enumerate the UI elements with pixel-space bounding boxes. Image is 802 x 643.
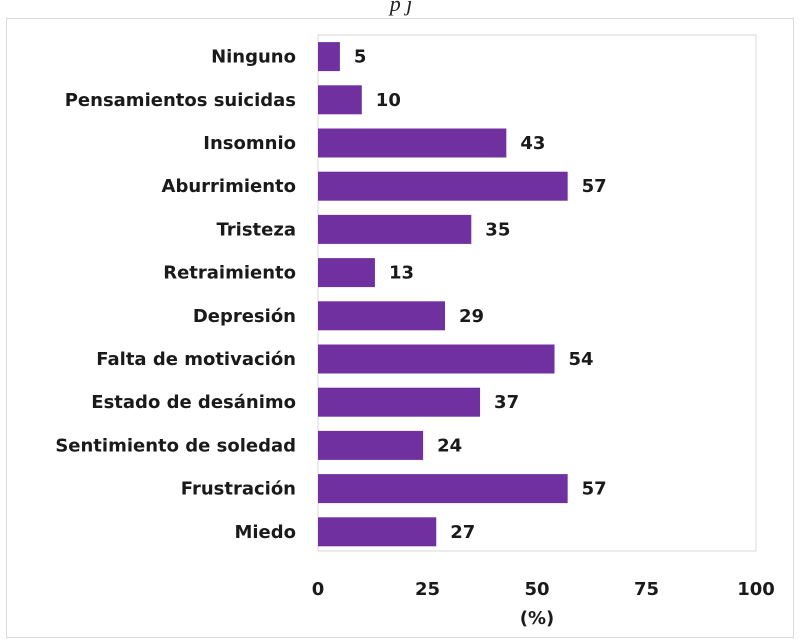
category-label: Pensamientos suicidas (65, 90, 296, 111)
value-label: 35 (485, 219, 510, 240)
category-label: Insomnio (203, 133, 296, 154)
bar (318, 128, 507, 158)
bar-chart: Ninguno Pensamientos suicidas Insomnio Abur… (55, 34, 775, 629)
category-label: Retraimiento (163, 263, 296, 284)
category-label: Falta de motivación (96, 349, 296, 370)
x-tick-label: 100 (737, 579, 775, 600)
bar (318, 171, 568, 201)
clipped-title: p j (389, 0, 413, 16)
category-label: Depresión (193, 306, 296, 327)
category-label: Ninguno (211, 47, 296, 68)
bar (318, 42, 340, 72)
value-label: 13 (389, 263, 414, 284)
chart-frame: Ninguno Pensamientos suicidas Insomnio Abur… (6, 18, 794, 638)
value-label: 57 (582, 176, 607, 197)
value-label: 43 (520, 133, 545, 154)
bar (318, 258, 375, 288)
bar (318, 344, 555, 374)
x-tick-label: 0 (312, 579, 325, 600)
x-tick-label: 75 (634, 579, 659, 600)
category-label: Tristeza (217, 219, 297, 240)
bar (318, 85, 362, 115)
bar (318, 387, 481, 417)
bar (318, 430, 424, 460)
bar (318, 517, 437, 547)
bar (318, 214, 472, 244)
category-label: Estado de desánimo (91, 392, 296, 413)
x-tick-label: 25 (415, 579, 440, 600)
category-label: Frustración (181, 479, 296, 500)
x-tick-label: 50 (524, 579, 549, 600)
category-label: Aburrimiento (162, 176, 296, 197)
category-label: Sentimiento de soledad (55, 435, 296, 456)
value-label: 37 (494, 392, 519, 413)
value-label: 57 (582, 479, 607, 500)
bar (318, 474, 568, 504)
value-label: 54 (569, 349, 594, 370)
plot-area (317, 34, 757, 552)
bar (318, 301, 446, 331)
value-label: 24 (437, 435, 462, 456)
x-axis-title: (%) (520, 608, 555, 629)
value-label: 5 (354, 47, 367, 68)
category-label: Miedo (234, 522, 296, 543)
value-label: 10 (376, 90, 401, 111)
value-label: 27 (450, 522, 475, 543)
value-label: 29 (459, 306, 484, 327)
